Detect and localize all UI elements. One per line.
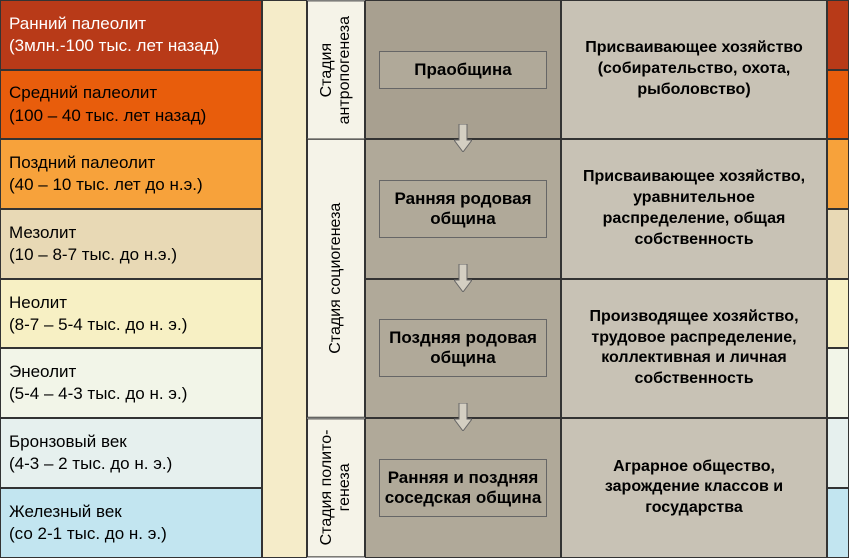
stripe (827, 418, 849, 488)
period-name: Бронзовый век (9, 431, 253, 453)
stripe (827, 348, 849, 418)
stage-label: Стадия полито-генеза (318, 423, 354, 552)
community-label: Ранняя и поздняя соседская община (384, 468, 541, 508)
stripe (827, 279, 849, 349)
timeline-diagram: Ранний палеолит (3млн.-100 тыс. лет наза… (0, 0, 849, 558)
stripe (827, 70, 849, 140)
economy-cell-2: Присваивающее хозяйство, уравнительное р… (561, 139, 849, 278)
economy-cell-3: Производящее хозяйство, трудовое распред… (561, 279, 849, 418)
arrow-down-icon (454, 124, 472, 152)
stripe (827, 0, 849, 70)
period-eneolithic: Энеолит (5-4 – 4-3 тыс. до н. э.) (0, 348, 262, 418)
stage-anthropogenesis: Стадия антропогенеза (307, 0, 365, 139)
period-name: Энеолит (9, 361, 253, 383)
period-name: Средний палеолит (9, 82, 253, 104)
community-label: Ранняя родовая община (384, 189, 541, 229)
period-name: Поздний палеолит (9, 152, 253, 174)
community-early-clan: Ранняя родовая община (365, 139, 561, 278)
community-neighbor: Ранняя и поздняя соседская община (365, 418, 561, 557)
arrow-down-icon (454, 264, 472, 292)
community-praobschina: Праобщина (365, 0, 561, 139)
economy-cell-4: Аграрное общество, зарождение классов и … (561, 418, 849, 557)
stage-sociogenesis: Стадия социогенеза (307, 139, 365, 418)
period-date: (5-4 – 4-3 тыс. до н. э.) (9, 383, 253, 405)
period-name: Мезолит (9, 222, 253, 244)
arrow-down-icon (454, 403, 472, 431)
period-name: Неолит (9, 292, 253, 314)
stripe (827, 209, 849, 279)
period-middle-paleolithic: Средний палеолит (100 – 40 тыс. лет наза… (0, 70, 262, 140)
economy-label: Производящее хозяйство, трудовое распред… (570, 307, 818, 390)
economy-label: Аграрное общество, зарождение классов и … (570, 457, 818, 519)
stage-politogenesis: Стадия полито-генеза (307, 418, 365, 557)
stripe (827, 139, 849, 209)
period-date: (3млн.-100 тыс. лет назад) (9, 35, 253, 57)
period-date: (10 – 8-7 тыс. до н.э.) (9, 244, 253, 266)
period-date: (40 – 10 тыс. лет до н.э.) (9, 174, 253, 196)
period-bronze-age: Бронзовый век (4-3 – 2 тыс. до н. э.) (0, 418, 262, 488)
economy-label: Присваивающее хозяйство, уравнительное р… (570, 167, 818, 250)
community-label: Поздняя родовая община (384, 328, 541, 368)
period-iron-age: Железный век (со 2-1 тыс. до н. э.) (0, 488, 262, 558)
stage-label: Стадия социогенеза (327, 203, 345, 354)
period-early-paleolithic: Ранний палеолит (3млн.-100 тыс. лет наза… (0, 0, 262, 70)
economy-cell-1: Присваивающее хозяйство (собирательство,… (561, 0, 849, 139)
community-label: Праобщина (414, 60, 511, 80)
period-date: (4-3 – 2 тыс. до н. э.) (9, 453, 253, 475)
period-name: Железный век (9, 501, 253, 523)
main-stage-column (262, 0, 307, 558)
period-date: (со 2-1 тыс. до н. э.) (9, 523, 253, 545)
period-late-paleolithic: Поздний палеолит (40 – 10 тыс. лет до н.… (0, 139, 262, 209)
period-mesolithic: Мезолит (10 – 8-7 тыс. до н.э.) (0, 209, 262, 279)
period-date: (100 – 40 тыс. лет назад) (9, 105, 253, 127)
period-date: (8-7 – 5-4 тыс. до н. э.) (9, 314, 253, 336)
community-late-clan: Поздняя родовая община (365, 279, 561, 418)
period-name: Ранний палеолит (9, 13, 253, 35)
stripe (827, 488, 849, 558)
stage-label: Стадия антропогенеза (318, 5, 354, 134)
period-neolithic: Неолит (8-7 – 5-4 тыс. до н. э.) (0, 279, 262, 349)
economy-label: Присваивающее хозяйство (собирательство,… (570, 38, 818, 100)
